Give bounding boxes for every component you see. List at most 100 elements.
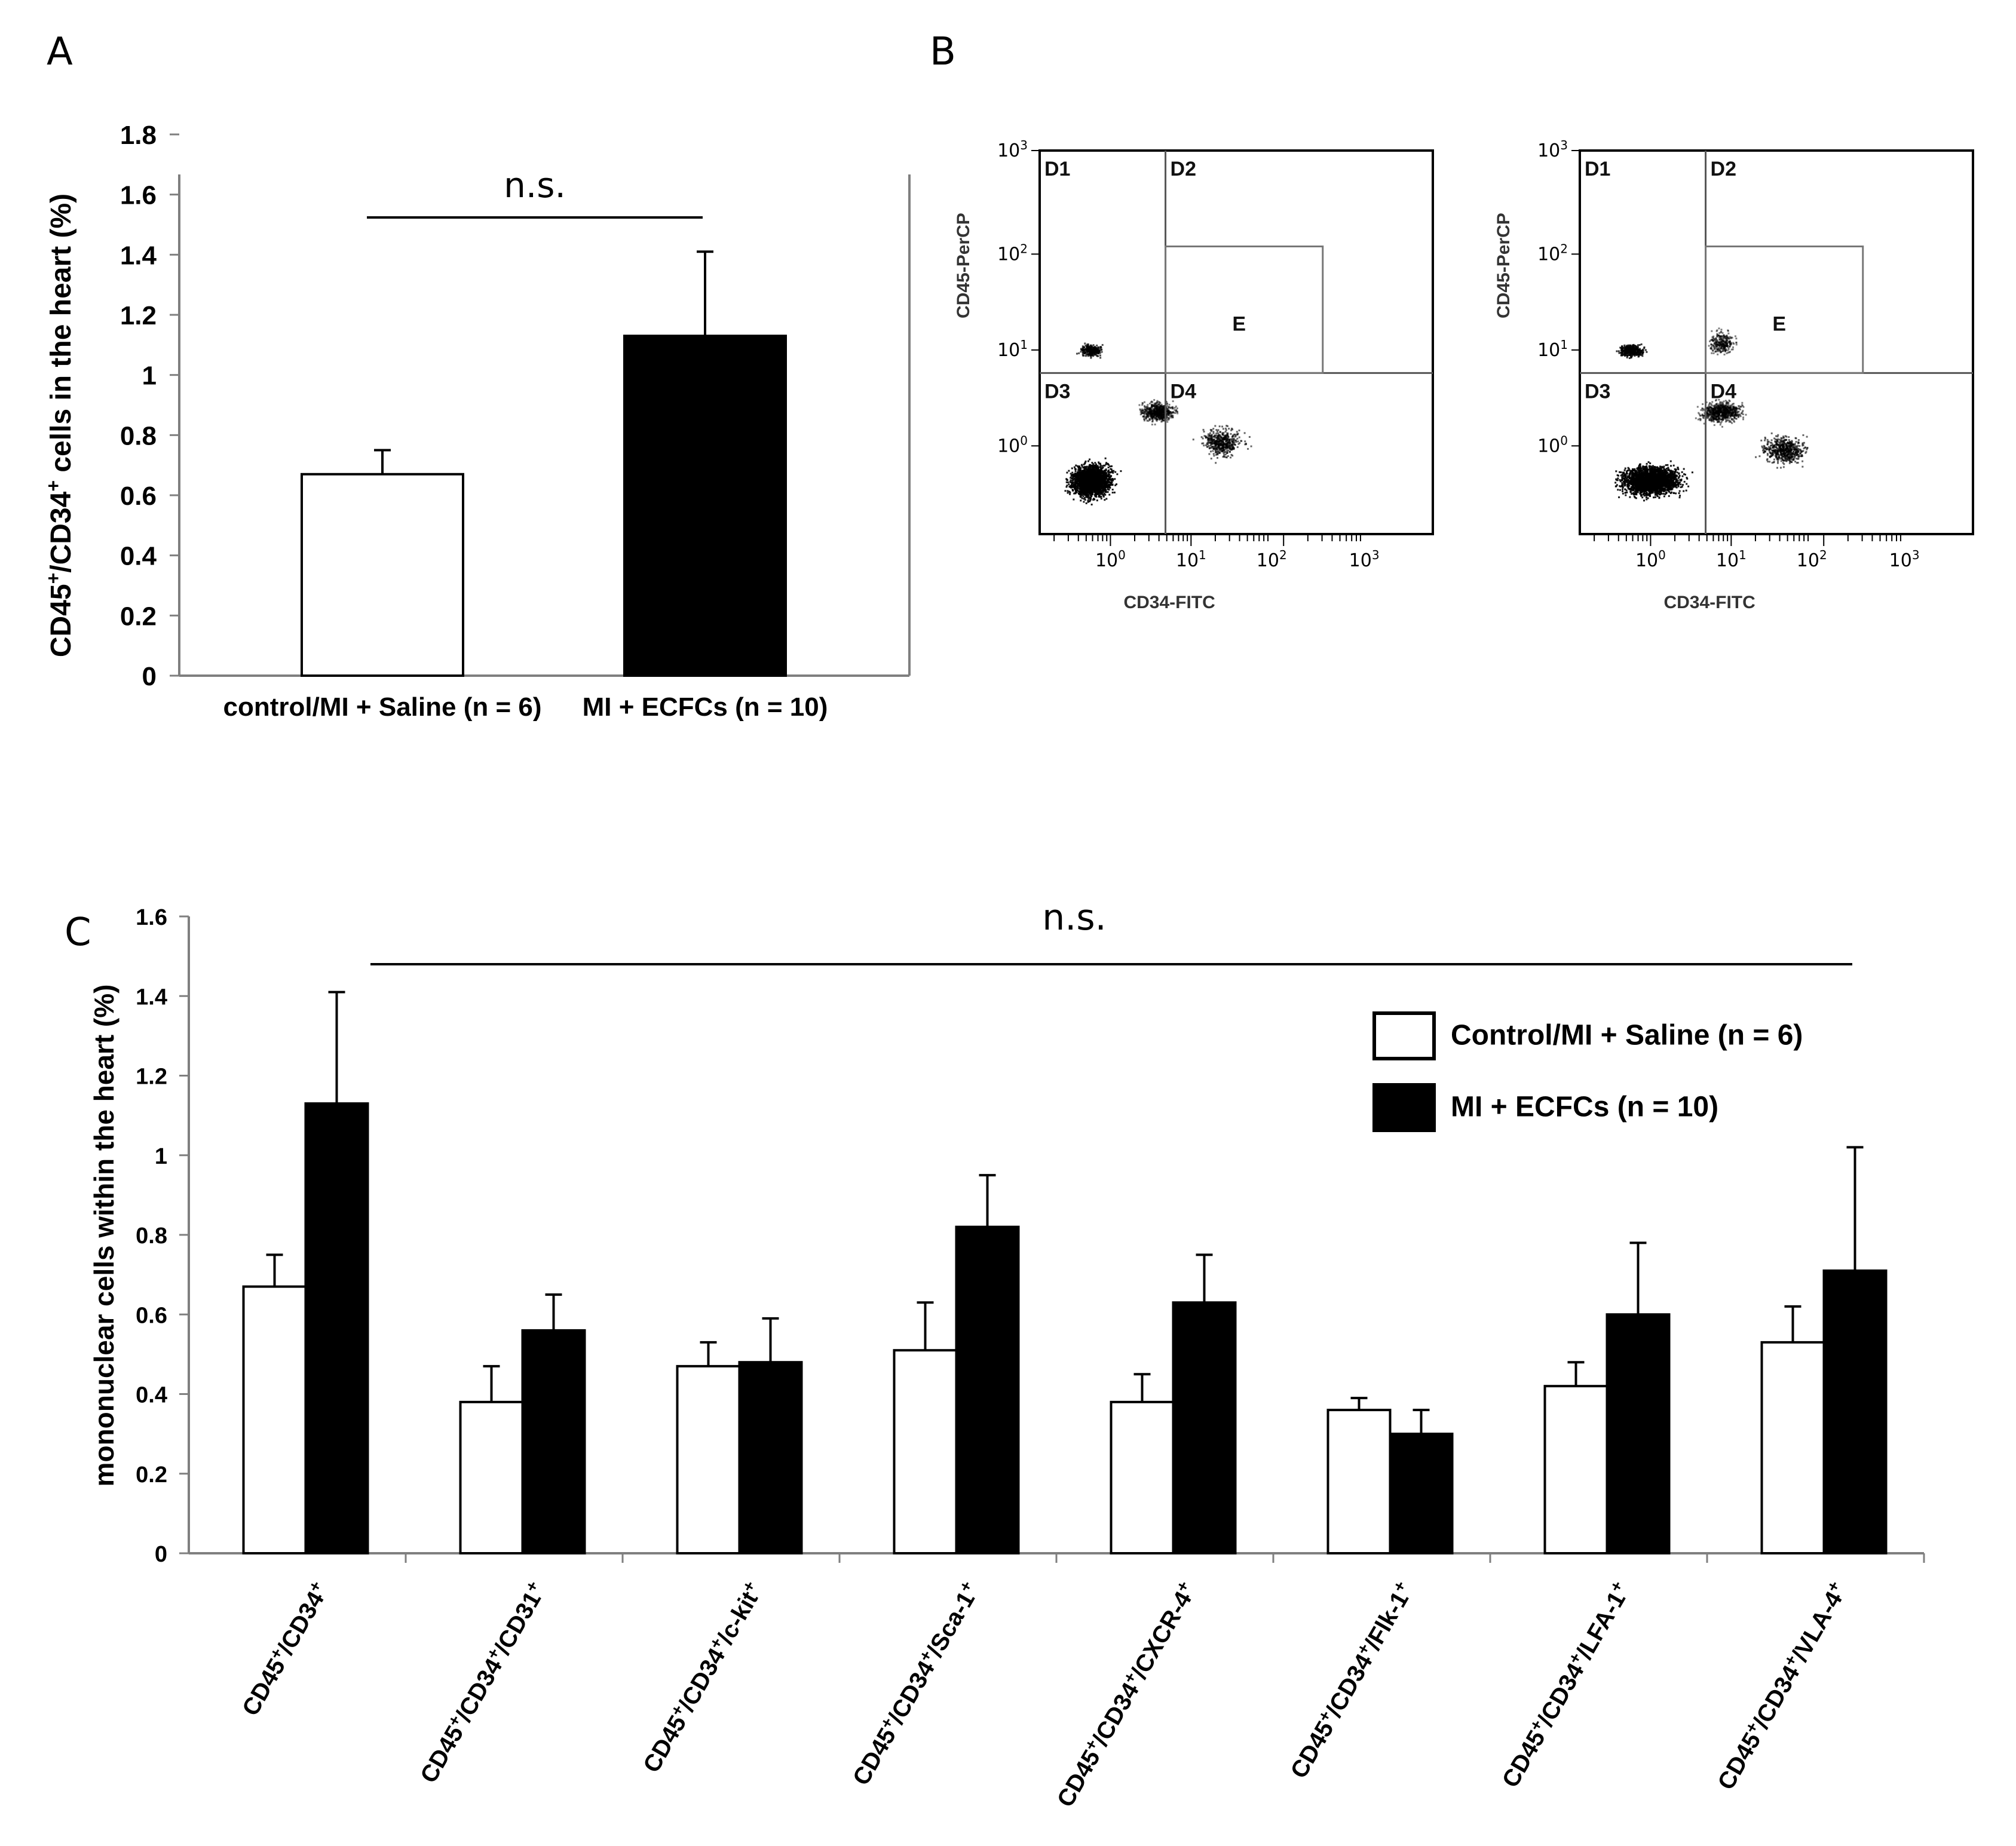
flow-event — [1247, 447, 1249, 450]
flow-event — [1089, 500, 1091, 502]
flow-event — [1087, 355, 1089, 357]
panel-a-tick-label: 1.2 — [120, 301, 157, 330]
flow-event — [1089, 477, 1091, 480]
flow-event — [1212, 453, 1215, 455]
flow-event — [1209, 435, 1211, 437]
flow-event — [1080, 351, 1082, 353]
flow-event — [1088, 465, 1090, 468]
flow-event — [1622, 492, 1624, 495]
flow-event — [1144, 408, 1146, 410]
flow-event — [1162, 406, 1165, 408]
flow-event — [1083, 501, 1085, 503]
flow-event — [1072, 479, 1074, 482]
flow-event — [1665, 489, 1667, 492]
flow-event — [1220, 438, 1223, 440]
flow-event — [1220, 439, 1222, 441]
flow-event — [1064, 490, 1067, 492]
flow-event — [1090, 357, 1092, 359]
flow-plot-left-gate-label: D4 — [1171, 380, 1197, 403]
flow-event — [1082, 495, 1084, 498]
panel-a-tick-label: 1.4 — [120, 241, 157, 270]
flow-event — [1087, 501, 1089, 503]
flow-event — [1089, 480, 1091, 482]
flow-event — [1101, 344, 1104, 346]
flow-event — [1095, 482, 1097, 485]
flow-event — [1111, 478, 1114, 480]
flow-event — [1076, 472, 1079, 474]
flow-plot-right-events — [1614, 327, 1809, 502]
flow-event — [1074, 487, 1076, 490]
flow-event — [1108, 472, 1110, 474]
flow-event — [1084, 492, 1087, 494]
flow-event — [1146, 419, 1148, 422]
flow-event — [1076, 489, 1079, 492]
flow-event — [1156, 404, 1158, 407]
flow-event — [1111, 480, 1113, 482]
flow-event — [1095, 493, 1098, 495]
flow-event — [1107, 469, 1110, 471]
flow-event — [1092, 476, 1094, 479]
flow-event — [1151, 420, 1154, 422]
flow-event — [1080, 484, 1082, 486]
flow-event — [1093, 474, 1095, 477]
flow-event — [1104, 464, 1106, 467]
panel-a-tick-label: 0.8 — [120, 421, 157, 450]
flow-event — [1067, 481, 1069, 483]
flow-event — [1163, 413, 1165, 415]
flow-event — [1148, 409, 1151, 412]
flow-event — [1630, 477, 1632, 479]
flow-event — [1209, 450, 1212, 453]
flow-event — [1169, 410, 1171, 413]
flow-event — [1089, 470, 1092, 472]
flow-event — [1244, 440, 1246, 443]
panel-a-tick-label: 1 — [142, 361, 157, 391]
flow-event — [1628, 475, 1631, 477]
flow-event — [1084, 355, 1087, 357]
flow-event — [1107, 470, 1109, 473]
flow-event — [1095, 479, 1097, 481]
flow-event — [1081, 349, 1084, 352]
flow-event — [1678, 476, 1680, 479]
flow-event — [1219, 435, 1221, 437]
flow-event — [1214, 436, 1217, 438]
flow-event — [1148, 419, 1151, 421]
flow-event — [1626, 470, 1628, 473]
flow-event — [1087, 496, 1090, 498]
flow-event — [1066, 471, 1068, 474]
flow-event — [1099, 496, 1101, 498]
flow-event — [1094, 477, 1096, 479]
flow-event — [1093, 482, 1095, 484]
flow-event — [1211, 440, 1214, 443]
flow-event — [1215, 447, 1218, 450]
flow-event — [1209, 429, 1212, 431]
flow-event — [1165, 410, 1168, 413]
flow-event — [1220, 443, 1222, 445]
flow-event — [1088, 473, 1090, 476]
flow-event — [1623, 478, 1626, 480]
flow-event — [1683, 468, 1685, 470]
flow-event — [1210, 458, 1212, 460]
flow-event — [1099, 469, 1101, 471]
flow-event — [1073, 498, 1075, 501]
flow-event — [1622, 474, 1624, 477]
flow-event — [1087, 471, 1089, 473]
flow-y-tick-label: 101 — [997, 338, 1028, 361]
flow-event — [1244, 443, 1246, 446]
flow-event — [1166, 407, 1169, 410]
flow-event — [1098, 495, 1100, 498]
flow-event — [1227, 434, 1229, 436]
flow-event — [1094, 486, 1096, 489]
flow-event — [1624, 473, 1626, 476]
flow-event — [1639, 463, 1641, 465]
flow-event — [1212, 436, 1215, 438]
flow-event — [1162, 409, 1164, 411]
flow-event — [1217, 432, 1220, 434]
flow-event — [1154, 414, 1156, 416]
flow-event — [1097, 487, 1099, 490]
flow-event — [1090, 483, 1092, 486]
flow-event — [1114, 484, 1117, 486]
flow-event — [1097, 350, 1099, 352]
flow-event — [1227, 449, 1230, 452]
flow-event — [1169, 412, 1172, 415]
flow-event — [1223, 443, 1225, 445]
